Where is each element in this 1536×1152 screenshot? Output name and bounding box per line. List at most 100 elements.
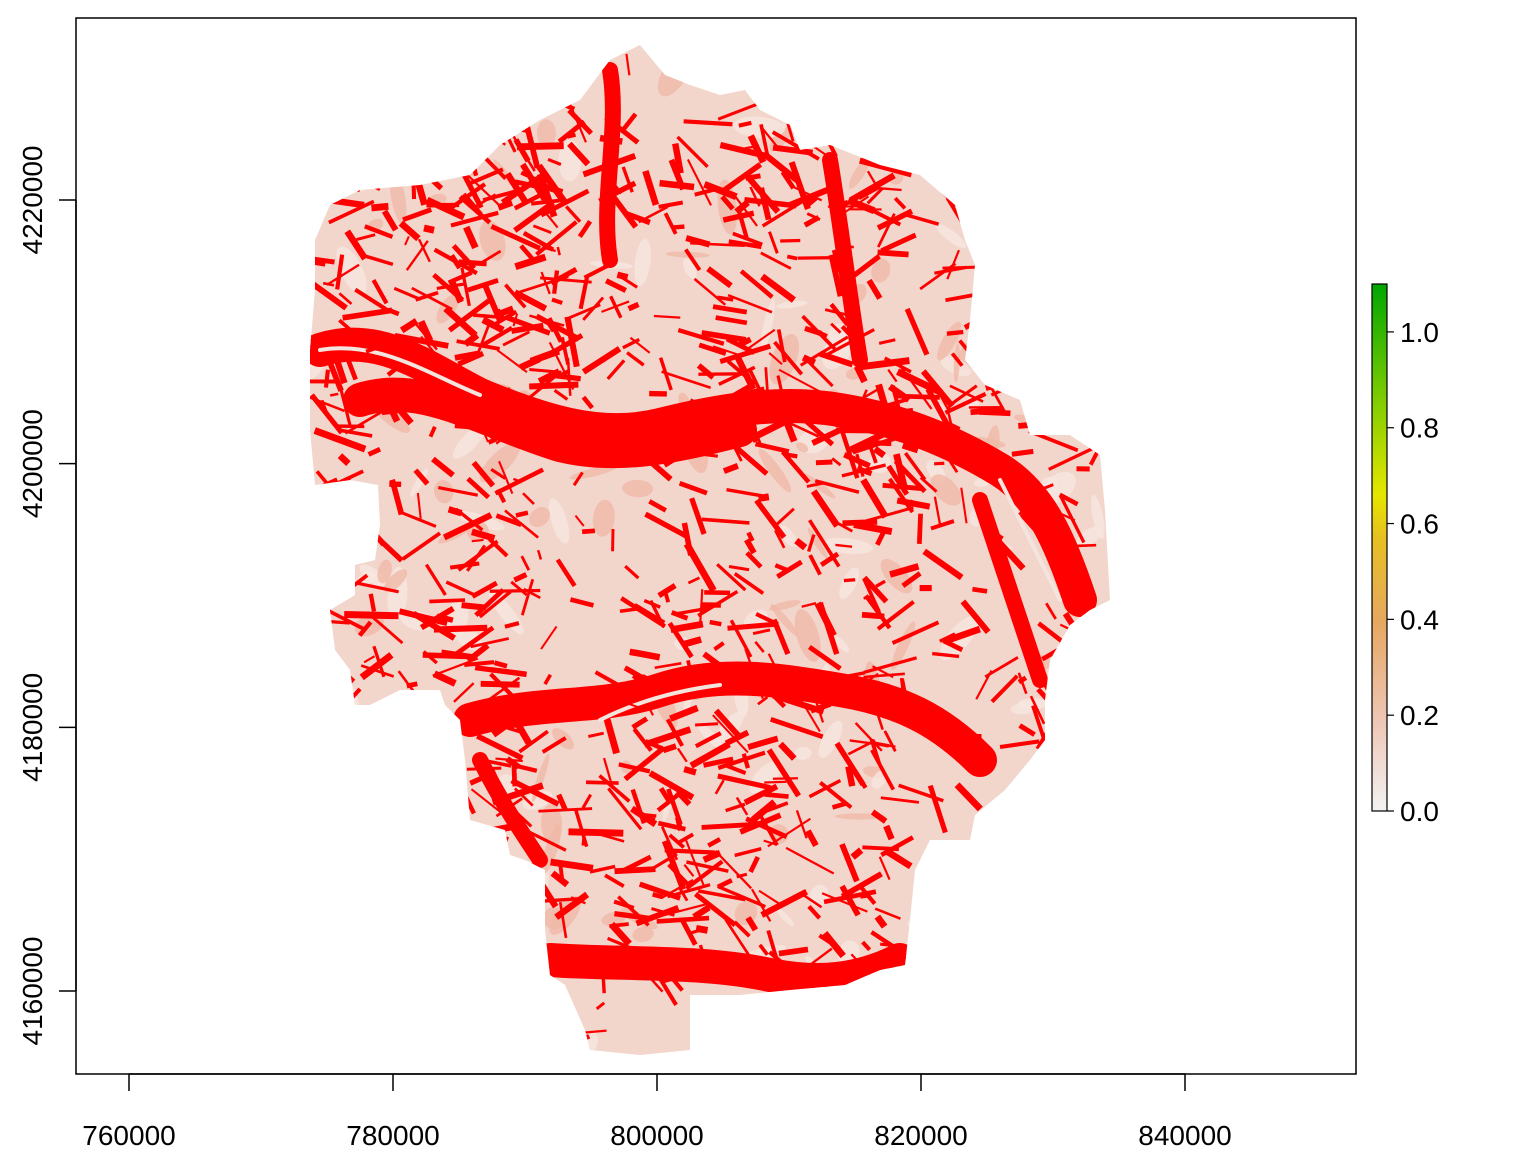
- raster-texture: [391, 707, 432, 749]
- raster-streak: [1069, 553, 1082, 584]
- raster-streak: [504, 509, 539, 539]
- raster-streak: [417, 319, 434, 343]
- raster-streak: [343, 724, 364, 747]
- raster-streak: [555, 558, 577, 588]
- raster-streak: [720, 194, 735, 211]
- raster-texture: [953, 342, 961, 383]
- raster-streak: [714, 850, 752, 890]
- raster-streak: [703, 756, 734, 768]
- raster-streak: [774, 529, 786, 549]
- raster-streak: [663, 449, 688, 468]
- raster-streak: [774, 563, 788, 572]
- raster-streak: [862, 577, 881, 613]
- raster-texture: [452, 425, 485, 459]
- raster-streak: [319, 522, 352, 535]
- raster-streak: [808, 554, 822, 576]
- raster-texture: [775, 907, 795, 927]
- raster-streak: [860, 478, 889, 519]
- raster-streak: [449, 254, 462, 270]
- raster-streak: [482, 285, 504, 324]
- raster-texture: [1052, 371, 1075, 387]
- raster-streak: [644, 511, 688, 539]
- raster-texture: [1044, 45, 1072, 77]
- raster-texture: [1015, 240, 1058, 277]
- raster-streak: [644, 739, 662, 750]
- raster-streak: [493, 309, 518, 327]
- raster-streak: [605, 134, 617, 156]
- raster-streak: [475, 324, 491, 358]
- raster-streak: [893, 459, 927, 494]
- raster-streak: [794, 537, 808, 551]
- raster-streak: [564, 205, 582, 223]
- raster-streak: [803, 215, 821, 228]
- raster-texture: [935, 223, 967, 249]
- raster-streak: [625, 53, 631, 76]
- raster-streak: [514, 922, 522, 938]
- raster-streak: [872, 982, 904, 1010]
- raster-streak: [417, 715, 451, 729]
- raster-streak: [750, 799, 777, 823]
- raster-streak: [558, 865, 565, 883]
- raster-streak: [883, 824, 895, 841]
- raster-texture: [1045, 829, 1089, 862]
- raster-streak: [413, 468, 430, 486]
- raster-river: [598, 683, 722, 722]
- raster-texture: [564, 45, 602, 57]
- raster-streak: [919, 476, 938, 493]
- raster-texture: [435, 49, 470, 97]
- raster-texture: [1055, 800, 1081, 842]
- raster-streak: [878, 338, 896, 345]
- raster-region: [310, 45, 1110, 1055]
- raster-streak: [863, 595, 873, 600]
- raster-streak: [381, 209, 399, 232]
- raster-streak: [530, 198, 560, 206]
- raster-texture: [1038, 872, 1060, 924]
- raster-streak: [621, 166, 634, 193]
- raster-streak: [328, 199, 375, 225]
- raster-streak: [713, 708, 741, 738]
- raster-streak: [669, 704, 699, 722]
- raster-streak: [362, 488, 377, 499]
- raster-texture: [905, 93, 924, 117]
- raster-streak: [840, 94, 865, 141]
- raster-streak: [866, 439, 892, 447]
- y-axis: 4160000 4180000 4200000 4220000: [17, 145, 77, 1046]
- raster-streak: [676, 832, 695, 845]
- raster-streak: [861, 611, 885, 620]
- raster-streak: [1039, 322, 1051, 334]
- raster-texture: [781, 87, 817, 129]
- raster-streak: [716, 563, 747, 592]
- raster-texture: [463, 987, 481, 1022]
- raster-streak: [502, 330, 531, 347]
- raster-streak: [1058, 288, 1069, 308]
- raster-texture: [358, 571, 377, 585]
- raster-streak: [726, 488, 763, 498]
- raster-streak: [965, 225, 987, 237]
- raster-streak: [440, 775, 451, 788]
- color-legend: 0.0 0.2 0.4 0.6 0.8 1.0: [1371, 283, 1439, 827]
- raster-streak: [642, 170, 660, 206]
- raster-streak: [931, 380, 951, 413]
- raster-streak: [954, 782, 983, 812]
- raster-streak: [976, 125, 1015, 148]
- raster-streak: [389, 481, 402, 488]
- raster-streak: [686, 860, 729, 873]
- raster-streak: [1028, 429, 1079, 453]
- raster-streak: [394, 333, 449, 349]
- raster-streak: [877, 213, 896, 248]
- raster-streak: [946, 329, 964, 336]
- raster-streak: [431, 456, 455, 478]
- raster-streak: [859, 60, 876, 73]
- raster-streak: [892, 122, 933, 148]
- raster-streak: [402, 207, 433, 223]
- raster-streak: [679, 917, 698, 946]
- raster-streak: [701, 517, 750, 525]
- raster-streak: [411, 286, 453, 311]
- raster-streak: [520, 555, 531, 571]
- raster-streak: [436, 766, 452, 776]
- raster-streak: [811, 947, 833, 965]
- raster-streak: [310, 379, 336, 384]
- raster-streak: [336, 424, 365, 429]
- raster-streak: [329, 669, 340, 688]
- raster-texture: [794, 746, 812, 760]
